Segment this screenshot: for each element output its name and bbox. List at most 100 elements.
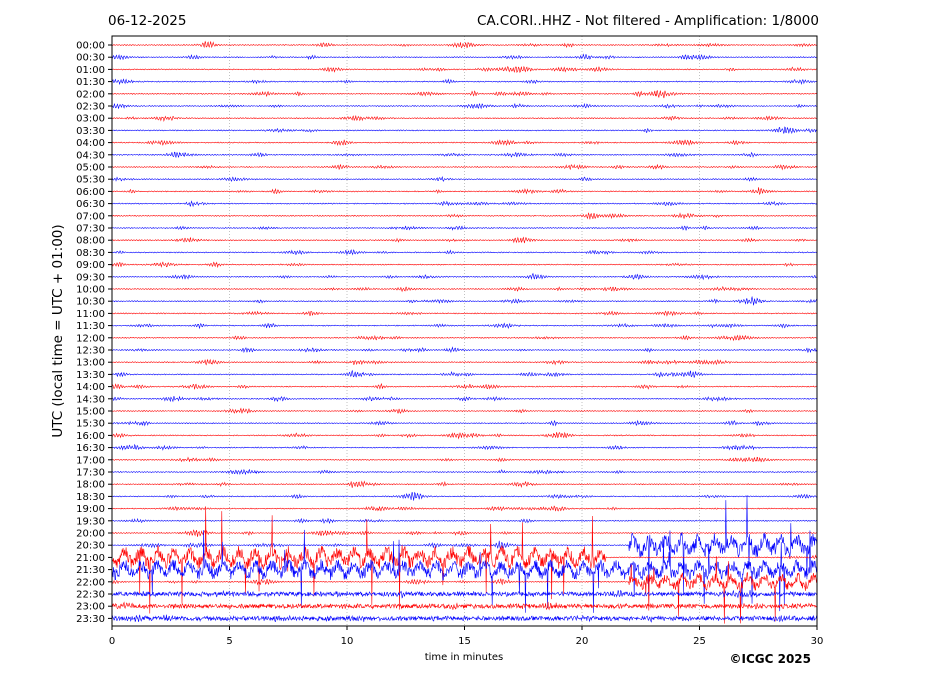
trace-line	[111, 65, 818, 74]
y-tick-label: 18:00	[76, 480, 105, 491]
y-tick-label: 16:00	[76, 431, 105, 442]
y-tick-label: 22:30	[76, 590, 105, 601]
x-tick-label: 10	[341, 636, 354, 647]
trace-line	[111, 601, 818, 611]
trace-line	[111, 126, 818, 135]
trace-group	[111, 40, 818, 624]
x-tick-label: 25	[693, 636, 706, 647]
plot-frame	[111, 35, 818, 627]
trace-line	[111, 382, 818, 390]
y-tick-label: 14:30	[76, 394, 105, 405]
y-tick-label: 04:00	[76, 138, 105, 149]
y-tick-label: 06:00	[76, 187, 105, 198]
trace-line	[111, 89, 818, 99]
y-tick-label: 17:30	[76, 468, 105, 479]
trace-line	[111, 139, 818, 147]
y-tick-label: 00:30	[76, 53, 105, 64]
y-tick-label: 19:00	[76, 504, 105, 515]
trace-line	[111, 495, 818, 595]
y-tick-label: 01:30	[76, 77, 105, 88]
y-tick-label: 20:30	[76, 541, 105, 552]
trace-line	[111, 176, 818, 182]
trace-line	[111, 295, 818, 306]
trace-line	[111, 480, 818, 489]
y-tick-label: 11:00	[76, 309, 105, 320]
y-tick-label: 23:00	[76, 602, 105, 613]
trace-line	[111, 187, 818, 196]
trace-line	[111, 431, 818, 440]
y-tick-label: 23:30	[76, 614, 105, 625]
x-tick-label: 20	[576, 636, 589, 647]
y-tick-label: 01:00	[76, 65, 105, 76]
y-tick-label: 03:30	[76, 126, 105, 137]
trace-line	[111, 346, 818, 354]
trace-line	[111, 272, 818, 281]
y-tick-label: 12:30	[76, 346, 105, 357]
trace-line	[111, 285, 818, 293]
trace-line	[111, 491, 818, 501]
y-tick-label: 05:30	[76, 175, 105, 186]
trace-line	[111, 53, 818, 61]
trace-line	[111, 529, 818, 613]
y-tick-label: 02:00	[76, 89, 105, 100]
x-tick-labels: 0 5 10 15 20 25 30	[109, 626, 823, 647]
y-tick-label: 02:30	[76, 102, 105, 113]
y-tick-label: 13:00	[76, 358, 105, 369]
y-tick-label: 10:00	[76, 285, 105, 296]
y-tick-label: 10:30	[76, 297, 105, 308]
trace-line	[111, 163, 818, 171]
trace-line	[111, 115, 818, 123]
trace-line	[111, 556, 818, 624]
trace-line	[111, 505, 818, 512]
copyright-label: ©ICGC 2025	[729, 652, 811, 666]
y-tick-label: 13:30	[76, 370, 105, 381]
y-tick-label: 08:30	[76, 248, 105, 259]
trace-line	[111, 614, 818, 623]
x-tick-label: 5	[226, 636, 232, 647]
trace-line	[111, 419, 818, 427]
y-tick-label: 06:30	[76, 199, 105, 210]
trace-line	[111, 212, 818, 220]
y-tick-label: 20:00	[76, 529, 105, 540]
trace-line	[111, 236, 818, 244]
y-tick-label: 07:30	[76, 224, 105, 235]
trace-line	[111, 456, 818, 463]
y-tick-label: 22:00	[76, 577, 105, 588]
y-tick-label: 21:00	[76, 553, 105, 564]
y-tick-label: 12:00	[76, 333, 105, 344]
trace-line	[111, 151, 818, 159]
trace-line	[111, 225, 818, 231]
trace-line	[111, 200, 818, 208]
x-tick-label: 15	[458, 636, 471, 647]
trace-line	[111, 407, 818, 414]
x-axis-label: time in minutes	[425, 652, 504, 663]
y-tick-label: 11:30	[76, 321, 105, 332]
trace-line	[111, 395, 818, 403]
trace-line	[111, 102, 818, 110]
y-tick-label: 03:00	[76, 114, 105, 125]
y-tick-label: 09:00	[76, 260, 105, 271]
trace-line	[111, 249, 818, 256]
trace-line	[112, 322, 818, 330]
y-tick-label: 15:30	[76, 419, 105, 430]
y-tick-label: 00:00	[76, 41, 105, 52]
y-tick-label: 15:00	[76, 407, 105, 418]
trace-line	[111, 334, 818, 342]
y-tick-label: 18:30	[76, 492, 105, 503]
trace-line	[111, 468, 818, 476]
y-tick-label: 19:30	[76, 516, 105, 527]
date-label: 06-12-2025	[108, 13, 186, 29]
trace-line	[111, 310, 818, 317]
trace-line	[111, 589, 818, 599]
y-tick-label: 05:00	[76, 163, 105, 174]
y-axis-label: UTC (local time = UTC + 01:00)	[50, 224, 66, 437]
trace-line	[111, 369, 818, 378]
y-tick-label: 08:00	[76, 236, 105, 247]
trace-line	[111, 358, 818, 366]
trace-line	[111, 78, 818, 86]
y-tick-label: 09:30	[76, 272, 105, 283]
y-tick-label: 07:00	[76, 211, 105, 222]
